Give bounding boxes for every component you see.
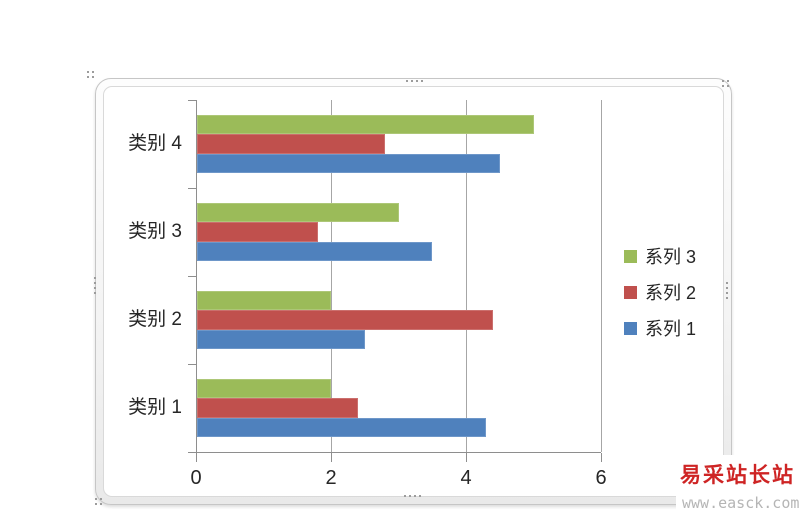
- legend-swatch-icon: [624, 285, 637, 299]
- resize-handle-top-left-icon[interactable]: [87, 71, 94, 78]
- category-label-2[interactable]: 类别 2: [128, 309, 182, 330]
- bar-series3-category3[interactable]: [197, 202, 399, 223]
- resize-handle-bottom-left-icon[interactable]: [95, 498, 102, 505]
- category-tick: [188, 276, 196, 277]
- bar-series2-category4[interactable]: [197, 134, 385, 154]
- watermark-url: www.easck.com: [682, 494, 800, 512]
- bar-series3-category1[interactable]: [197, 378, 331, 399]
- legend-swatch-icon: [624, 321, 637, 335]
- bar-series3-category2[interactable]: [197, 290, 331, 311]
- value-axis-tick: [601, 453, 602, 462]
- legend-label: 系列 1: [645, 319, 697, 339]
- legend-item[interactable]: 系列 2: [624, 274, 696, 310]
- category-label-1[interactable]: 类别 1: [128, 397, 182, 418]
- legend-label: 系列 3: [645, 247, 697, 267]
- bar-series1-category3[interactable]: [197, 241, 433, 262]
- legend-swatch-icon: [624, 249, 637, 263]
- resize-handle-top-icon[interactable]: [406, 80, 423, 82]
- resize-handle-top-right-icon[interactable]: [722, 80, 729, 87]
- resize-handle-bottom-icon[interactable]: [404, 495, 421, 497]
- watermark-title: 易采站长站: [680, 463, 795, 487]
- legend-item[interactable]: 系列 3: [624, 238, 696, 274]
- value-axis-label-6[interactable]: 6: [595, 467, 607, 489]
- chart-legend[interactable]: 系列 3 系列 2 系列 1: [624, 238, 696, 346]
- bar-series1-category1[interactable]: [197, 417, 487, 438]
- bar-series1-category2[interactable]: [197, 329, 365, 350]
- category-label-3[interactable]: 类别 3: [128, 221, 182, 242]
- value-axis-label-4[interactable]: 4: [460, 467, 472, 489]
- legend-item[interactable]: 系列 1: [624, 310, 696, 346]
- category-tick: [188, 364, 196, 365]
- gridline-x-4: [466, 100, 467, 452]
- gridline-x-6: [601, 100, 602, 452]
- bar-series2-category1[interactable]: [197, 398, 358, 418]
- watermark: 易采站长站 www.easck.com: [676, 455, 800, 517]
- bar-series2-category3[interactable]: [197, 222, 318, 242]
- value-axis-tick: [331, 453, 332, 462]
- value-axis-label-2[interactable]: 2: [325, 467, 337, 489]
- category-label-4[interactable]: 类别 4: [128, 133, 182, 154]
- category-tick: [188, 188, 196, 189]
- gridline-x-2: [331, 100, 332, 452]
- category-tick: [188, 100, 196, 101]
- bar-series3-category4[interactable]: [197, 114, 534, 135]
- bar-series1-category4[interactable]: [197, 153, 500, 174]
- resize-handle-right-icon[interactable]: [726, 282, 728, 299]
- value-axis-tick: [196, 453, 197, 462]
- category-axis-line: [196, 100, 197, 452]
- value-axis-line: [188, 452, 601, 453]
- value-axis-tick: [466, 453, 467, 462]
- value-axis-label-0[interactable]: 0: [190, 467, 202, 489]
- legend-label: 系列 2: [645, 283, 697, 303]
- resize-handle-left-icon[interactable]: [94, 277, 96, 294]
- bar-series2-category2[interactable]: [197, 310, 493, 330]
